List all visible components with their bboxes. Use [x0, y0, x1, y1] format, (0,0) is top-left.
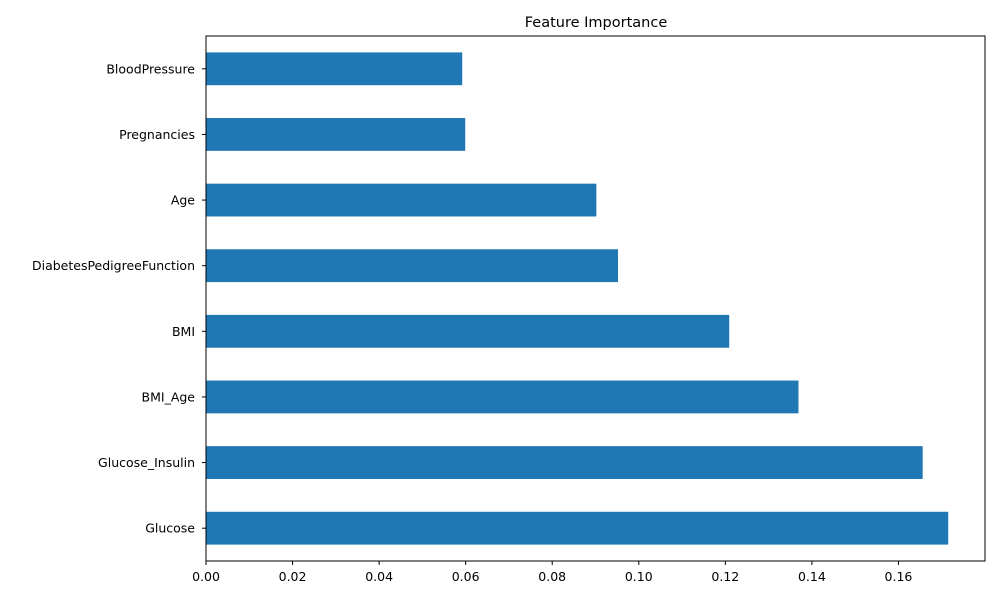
chart-title: Feature Importance — [525, 15, 668, 31]
bar-diabetespedigreefunction — [206, 249, 619, 283]
x-tick-label: 0.04 — [365, 569, 393, 584]
y-tick-label: Pregnancies — [119, 127, 195, 142]
axes-layer — [205, 35, 986, 562]
x-tick-label: 0.12 — [711, 569, 739, 584]
bar-pregnancies — [206, 118, 466, 151]
bar-age — [206, 183, 597, 217]
plot-frame — [205, 35, 986, 562]
y-tick-label: BloodPressure — [106, 61, 195, 76]
bar-bloodpressure — [206, 52, 463, 86]
y-tick-label: DiabetesPedigreeFunction — [32, 258, 195, 273]
x-tick-label: 0.10 — [625, 569, 653, 584]
y-tick-label: BMI_Age — [142, 389, 196, 404]
x-tick-label: 0.02 — [279, 569, 307, 584]
bar-glucose — [206, 511, 949, 545]
x-tick-label: 0.06 — [452, 569, 480, 584]
bar-bmi-age — [206, 380, 799, 414]
bar-glucose-insulin — [206, 446, 923, 479]
x-ticks-layer: 0.00 0.02 0.04 0.06 0.08 0.10 0.12 0.14 0.16 — [192, 561, 912, 584]
x-tick-label: 0.16 — [885, 569, 913, 584]
x-tick-label: 0.14 — [798, 569, 826, 584]
x-tick-label: 0.08 — [538, 569, 566, 584]
bar-bmi — [206, 314, 730, 348]
bars-layer — [206, 52, 949, 545]
x-tick-label: 0.00 — [192, 569, 220, 584]
y-tick-label: Glucose_Insulin — [98, 455, 195, 470]
y-tick-label: Glucose — [145, 521, 195, 536]
y-tick-label: BMI — [172, 324, 195, 339]
y-tick-label: Age — [171, 193, 195, 208]
y-ticks-layer: Glucose Glucose_Insulin BMI_Age BMI Diabetes… — [32, 61, 206, 536]
